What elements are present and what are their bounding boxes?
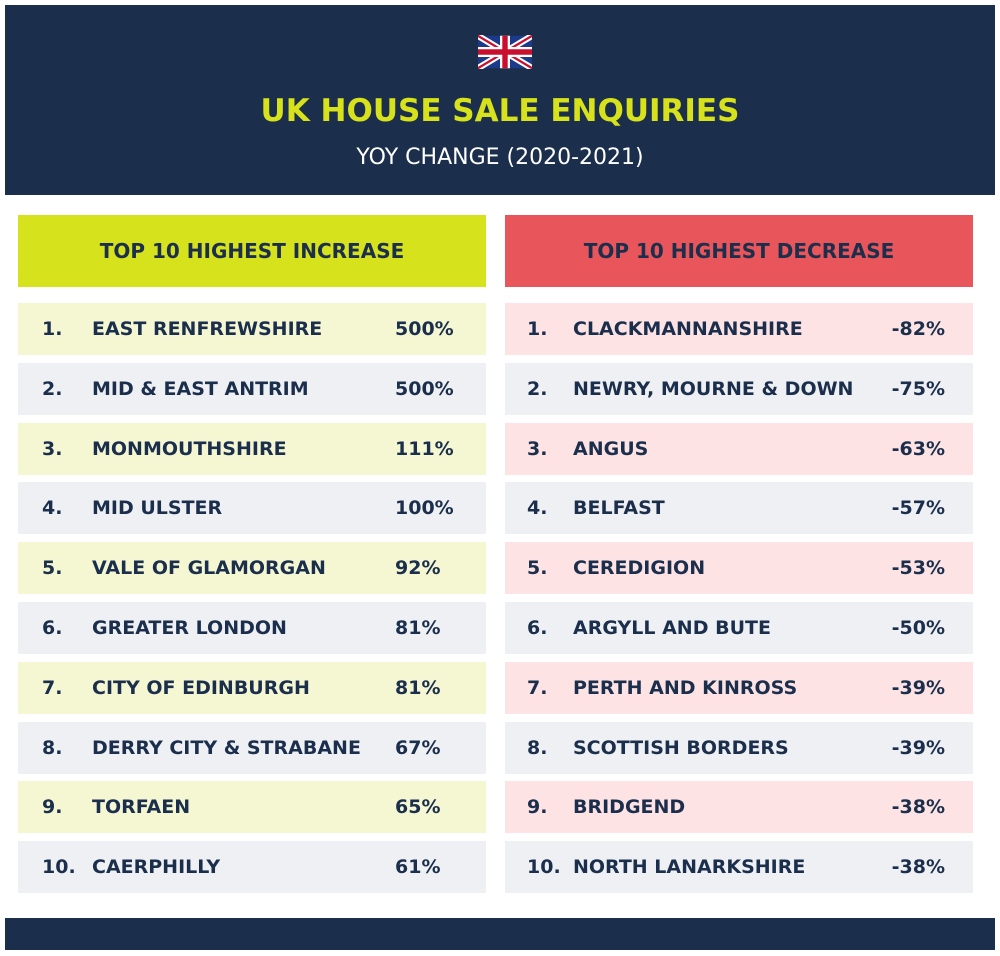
region: MID & EAST ANTRIM <box>92 377 309 400</box>
title: UK HOUSE SALE ENQUIRIES <box>260 93 740 129</box>
table-row: 9. TORFAEN 65% <box>18 781 486 834</box>
region: VALE OF GLAMORGAN <box>92 557 326 580</box>
region: CEREDIGION <box>573 557 706 580</box>
change: -39% <box>891 736 945 759</box>
rank: 2. <box>527 377 548 400</box>
rank: 2. <box>42 377 63 400</box>
rank: 1. <box>527 318 548 340</box>
region: DERRY CITY & STRABANE <box>92 736 361 759</box>
rank: 8. <box>42 736 63 759</box>
rank: 7. <box>527 676 548 699</box>
rank: 1. <box>42 318 63 340</box>
table-row: 4. MID ULSTER 100% <box>18 482 486 535</box>
column-heading: TOP 10 HIGHEST DECREASE <box>505 215 973 287</box>
rank: 6. <box>527 617 548 639</box>
rank: 3. <box>42 437 63 460</box>
change: 500% <box>395 377 454 400</box>
rank: 4. <box>42 497 63 520</box>
change: 65% <box>395 796 441 819</box>
change: -50% <box>891 617 945 639</box>
region: MONMOUTHSHIRE <box>92 437 287 460</box>
table-row: 7. CITY OF EDINBURGH 81% <box>18 661 486 714</box>
region: BRIDGEND <box>573 796 686 819</box>
change: 67% <box>395 736 441 759</box>
rank: 8. <box>527 736 548 759</box>
rank: 10. <box>527 856 561 879</box>
table-row: 3. MONMOUTHSHIRE 111% <box>18 422 486 475</box>
change: 81% <box>395 617 441 639</box>
rank: 3. <box>527 437 548 460</box>
region: ANGUS <box>573 437 649 460</box>
region: MID ULSTER <box>92 497 223 520</box>
region: NEWRY, MOURNE & DOWN <box>573 377 854 400</box>
change: -75% <box>891 377 945 400</box>
rank: 9. <box>527 796 548 819</box>
table-row: 8. SCOTTISH BORDERS -39% <box>505 721 973 774</box>
header: UK HOUSE SALE ENQUIRIES YOY CHANGE (2020… <box>5 5 995 195</box>
region: TORFAEN <box>92 796 191 819</box>
change: -39% <box>891 676 945 699</box>
table-row: 8. DERRY CITY & STRABANE 67% <box>18 721 486 774</box>
table-row: 6. ARGYLL AND BUTE -50% <box>505 602 973 654</box>
column-heading: TOP 10 HIGHEST INCREASE <box>18 215 486 287</box>
region: ARGYLL AND BUTE <box>573 617 771 639</box>
change: -63% <box>891 437 945 460</box>
table-row: 10. NORTH LANARKSHIRE -38% <box>505 841 973 894</box>
table-row: 5. CEREDIGION -53% <box>505 542 973 595</box>
table-row: 1. EAST RENFREWSHIRE 500% <box>18 303 486 355</box>
table-row: 1. CLACKMANNANSHIRE -82% <box>505 303 973 355</box>
footer-bar <box>5 918 995 950</box>
change: -38% <box>891 856 945 879</box>
change: 100% <box>395 497 454 520</box>
change: 111% <box>395 437 454 460</box>
uk-flag <box>478 35 532 69</box>
change: -57% <box>891 497 945 520</box>
table-row: 10. CAERPHILLY 61% <box>18 841 486 894</box>
rank: 5. <box>527 557 548 580</box>
table-row: 9. BRIDGEND -38% <box>505 781 973 834</box>
change: -38% <box>891 796 945 819</box>
rank: 7. <box>42 676 63 699</box>
rank: 4. <box>527 497 548 520</box>
table-row: 2. NEWRY, MOURNE & DOWN -75% <box>505 362 973 415</box>
rank: 6. <box>42 617 63 639</box>
region: GREATER LONDON <box>92 617 287 639</box>
rank: 5. <box>42 557 63 580</box>
table-row: 5. VALE OF GLAMORGAN 92% <box>18 542 486 595</box>
change: 92% <box>395 557 441 580</box>
change: -82% <box>891 318 945 340</box>
change: 61% <box>395 856 441 879</box>
change: 500% <box>395 318 454 340</box>
region: CLACKMANNANSHIRE <box>573 318 803 340</box>
region: BELFAST <box>573 497 665 520</box>
table-row: 2. MID & EAST ANTRIM 500% <box>18 362 486 415</box>
change: 81% <box>395 676 441 699</box>
rank: 10. <box>42 856 76 879</box>
table-row: 7. PERTH AND KINROSS -39% <box>505 661 973 714</box>
table-row: 6. GREATER LONDON 81% <box>18 602 486 654</box>
region: EAST RENFREWSHIRE <box>92 318 323 340</box>
subtitle: YOY CHANGE (2020-2021) <box>356 145 644 170</box>
region: PERTH AND KINROSS <box>573 676 798 699</box>
change: -53% <box>891 557 945 580</box>
region: CAERPHILLY <box>92 856 221 879</box>
region: NORTH LANARKSHIRE <box>573 856 806 879</box>
rank: 9. <box>42 796 63 819</box>
table-row: 3. ANGUS -63% <box>505 422 973 475</box>
table-row: 4. BELFAST -57% <box>505 482 973 535</box>
region: SCOTTISH BORDERS <box>573 736 789 759</box>
region: CITY OF EDINBURGH <box>92 676 310 699</box>
